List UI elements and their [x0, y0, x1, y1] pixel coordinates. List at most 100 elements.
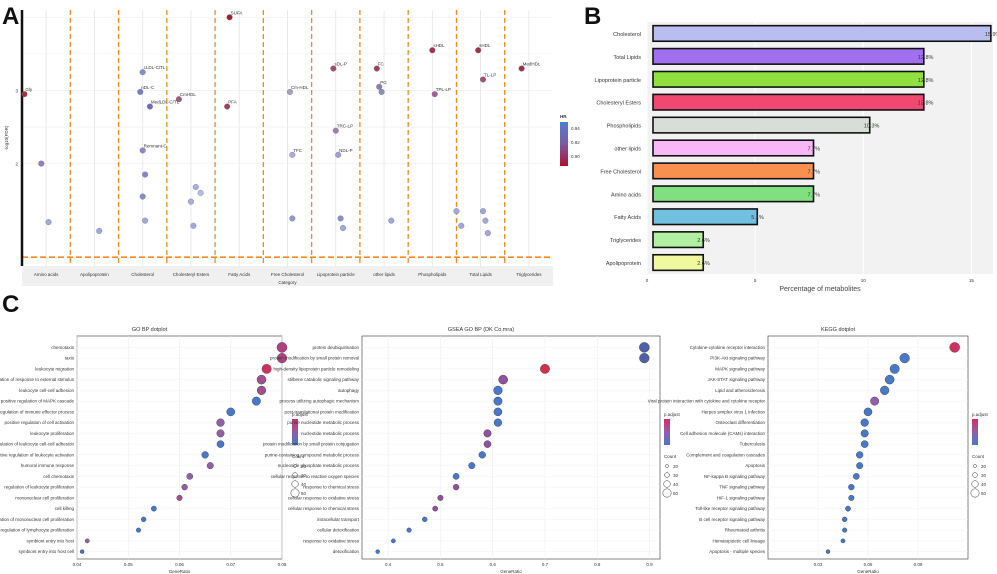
panel-b-bar — [652, 162, 815, 180]
panel-c-dot — [478, 451, 486, 459]
panel-a-point-label: SUFA — [231, 10, 243, 15]
panel-c-term-label: detoxification — [333, 549, 360, 554]
panel-c-legend-size-circle — [664, 472, 670, 478]
panel-a-category-label: Total Lipids — [469, 272, 492, 277]
panel-c-term-label: JAK-STAT signaling pathway — [707, 377, 765, 382]
panel-letter-b: B — [584, 3, 601, 30]
panel-c-term-label: humoral immune response — [21, 463, 75, 468]
panel-b-xtick-label: 10 — [861, 278, 867, 283]
panel-c-dot — [201, 451, 209, 459]
panel-c-legend-size-title: Count — [972, 454, 985, 459]
panel-a-legend-title: HR — [560, 114, 567, 119]
panel-a-point-label: MedLDL-C/TL — [151, 100, 180, 105]
panel-c-dot — [493, 407, 503, 417]
panel-a-point — [337, 215, 344, 222]
panel-c-dot — [251, 396, 261, 406]
panel-c-term-label: Cytokine-cytokine receptor interaction — [690, 345, 766, 350]
panel-c-term-label: post-translational protein modification — [284, 409, 359, 414]
panel-c-dot — [186, 473, 194, 480]
panel-a-point — [289, 215, 296, 222]
panel-c-xtick-label: 0.7 — [542, 562, 549, 567]
panel-c-dot — [870, 396, 880, 406]
panel-a-category-label: Cholesterol — [131, 272, 154, 277]
panel-c-dot — [860, 429, 869, 438]
panel-c-term-label: Apoptosis — [745, 463, 766, 468]
panel-c-term-label: nucleotide metabolic process — [301, 431, 360, 436]
panel-a-category-strip — [22, 266, 553, 286]
panel-a-point-label: TRC-LP — [337, 124, 353, 129]
panel-a-point — [373, 65, 380, 72]
panel-b-bar — [652, 47, 925, 65]
panel-b-category-label: Free Cholesterol — [600, 169, 641, 175]
panel-a-point — [142, 217, 149, 224]
panel-c-xtick-label: 0.04 — [73, 562, 82, 567]
panel-a-point — [137, 88, 144, 95]
panel-c-legend-size-circle — [290, 488, 300, 498]
panel-a-y-label: -log10(FDR) — [4, 125, 9, 150]
panel-c-xtick-label: 0.08 — [278, 562, 287, 567]
panel-c-dot — [856, 451, 864, 459]
panel-a-legend-label: 0.92 — [571, 140, 580, 145]
panel-c-dot — [216, 440, 225, 448]
panel-c-term-label: TNF signaling pathway — [719, 485, 766, 490]
panel-c-dot — [136, 527, 141, 533]
panel-c-term-label: Complement and coagulation cascades — [686, 452, 766, 457]
panel-c-dot — [140, 516, 147, 523]
panel-b-category-label: other lipids — [614, 147, 641, 153]
panel-c-dot — [863, 407, 873, 417]
panel-b-bar — [652, 253, 705, 272]
panel-a-point — [192, 184, 199, 190]
panel-b-xtick-label: 15 — [969, 278, 975, 283]
panel-b-value-label: 5.1% — [751, 215, 764, 221]
panel-c-term-label: purine nucleotide metabolic process — [287, 420, 360, 425]
panel-c-dot — [848, 484, 855, 491]
panel-c-term-label: leukocyte cell-cell adhesion — [19, 388, 74, 393]
panel-c-xtick-label: 0.03 — [814, 562, 823, 567]
panel-c-legend-size-label: 30 — [673, 473, 679, 478]
panel-c-term-label: B cell receptor signaling pathway — [699, 517, 766, 522]
panel-c-legend-size-title: Count — [664, 454, 677, 459]
panel-c-plot-frame — [361, 335, 661, 560]
panel-c-dot — [84, 538, 90, 544]
panel-c-dot — [889, 363, 900, 374]
panel-c-legend-size-title: Count — [292, 454, 305, 459]
panel-c-term-label: regulation of mononuclear cell prolifera… — [0, 517, 74, 522]
panel-b-x-label: Percentage of metabolites — [779, 286, 861, 293]
panel-b-category-label: Triglycerides — [610, 238, 641, 244]
panel-a-point — [142, 171, 149, 178]
panel-c-term-label: autophagy — [338, 388, 360, 393]
panel-a-point — [340, 225, 346, 231]
panel-a-point — [21, 91, 28, 98]
panel-c-term-label: Lipid and atherosclerosis — [715, 388, 766, 393]
panel-c-term-label: regulation of lymphocyte proliferation — [0, 528, 74, 533]
panel-b-category-label: Fatty Acids — [614, 215, 641, 221]
panel-c-term-label: nucleoside phosphate metabolic process — [278, 463, 360, 468]
panel-c-legend-colorbar — [664, 419, 670, 445]
panel-c-plot-title: KEGG dotplot — [821, 327, 855, 333]
panel-c-dot — [432, 505, 438, 512]
panel-c-legend-size-circle — [970, 488, 980, 498]
panel-a-category-label: Lipoprotein particle — [317, 272, 356, 277]
panel-c-dot — [375, 549, 380, 554]
panel-c-term-label: Hematopoietic cell lineage — [712, 538, 765, 543]
panel-c-legend-color-title: p.adjust — [664, 412, 681, 417]
panel-c-term-label: protein deubiquitination — [312, 345, 359, 350]
panel-a-category-label: Phospholipids — [418, 272, 447, 277]
panel-c-dot — [493, 396, 503, 406]
panel-b-bar — [652, 139, 815, 157]
panel-b-value-label: 10.3% — [864, 124, 880, 130]
panel-c-xtick-label: 0.05 — [124, 562, 133, 567]
panel-c-term-label: NF-kappa B signaling pathway — [704, 474, 766, 479]
panel-a-point — [139, 147, 146, 154]
panel-a-point — [378, 88, 385, 95]
panel-a-point — [458, 222, 465, 229]
panel-a-point — [146, 103, 153, 110]
panel-c-term-label: regulation of leukocyte proliferation — [4, 485, 74, 490]
panel-c-term-label: Apoptosis - multiple species — [709, 549, 766, 554]
panel-a-point — [335, 151, 342, 158]
panel-c-dot — [406, 527, 412, 533]
panel-c-term-label: cell chemotaxis — [43, 474, 75, 479]
panel-c-legend-size-label: 50 — [673, 491, 679, 496]
panel-b-value-label: 2.6% — [697, 238, 710, 244]
panel-c-dot — [639, 353, 650, 364]
